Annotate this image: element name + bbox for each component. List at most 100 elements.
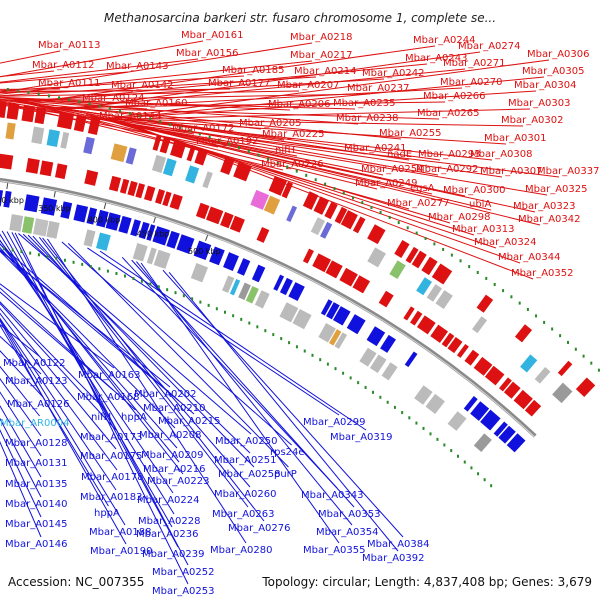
- label-leader-line: [0, 246, 178, 449]
- label-leader-line: [0, 287, 136, 411]
- gc-mark: [551, 327, 554, 331]
- gene-feature: [279, 277, 293, 296]
- gene-feature: [146, 247, 157, 265]
- gene-feature: [83, 136, 95, 155]
- label-leader-line: [0, 301, 106, 411]
- gene-label-reverse: Mbar_AR0004: [0, 418, 69, 429]
- gc-mark: [37, 92, 40, 96]
- gene-feature: [3, 190, 12, 208]
- gc-mark: [463, 460, 466, 464]
- gene-feature: [279, 302, 299, 323]
- label-leader-line: [162, 269, 404, 538]
- gc-mark: [115, 272, 118, 276]
- gene-feature: [5, 122, 16, 140]
- gene-feature: [125, 147, 137, 165]
- gene-feature: [220, 211, 234, 229]
- gene-label-forward: Mbar_A0249: [355, 178, 418, 189]
- gc-mark: [295, 169, 298, 173]
- scale-tick: [53, 191, 56, 198]
- gc-mark: [224, 310, 227, 314]
- gene-label-reverse: Mbar_A0252: [152, 567, 215, 578]
- gc-mark: [238, 146, 241, 150]
- gc-mark: [597, 368, 600, 372]
- gc-mark: [37, 253, 40, 257]
- gene-feature: [403, 306, 415, 321]
- gene-label-forward: Mbar_A0235: [333, 98, 396, 109]
- label-leader-line: [60, 68, 466, 110]
- gene-feature: [503, 381, 521, 399]
- gene-feature: [456, 343, 469, 358]
- gene-feature: [46, 129, 61, 147]
- gene-feature: [312, 253, 332, 273]
- gene-feature: [324, 201, 338, 220]
- gene-feature: [425, 393, 445, 414]
- gene-label-reverse: Mbar_A0253: [152, 586, 215, 597]
- gene-label-forward: Mbar_A0308: [470, 149, 533, 160]
- gene-label-reverse: Mbar_A0384: [367, 539, 430, 550]
- gene-feature: [233, 161, 252, 182]
- label-leader-line: [0, 71, 129, 84]
- gc-mark: [319, 358, 322, 362]
- label-leader-line: [106, 90, 537, 120]
- gc-mark: [443, 443, 446, 447]
- label-leader-line: [87, 247, 340, 416]
- gene-label-forward: Mbar_A0302: [501, 115, 564, 126]
- gc-mark: [47, 94, 50, 98]
- gc-mark: [228, 142, 231, 146]
- gc-mark: [415, 231, 418, 235]
- gene-label-reverse: Mbar_A0128: [5, 438, 68, 449]
- scale-tick-label: 350 kbp: [38, 204, 71, 213]
- label-leader-line: [0, 319, 127, 545]
- gene-feature: [170, 139, 187, 159]
- gene-feature: [135, 183, 146, 199]
- scale-tick-label: 400 kbp: [88, 216, 121, 225]
- gc-mark: [179, 126, 182, 130]
- gene-feature: [138, 221, 150, 240]
- gc-mark: [477, 472, 480, 476]
- gene-label-reverse: Mbar_A0223: [147, 476, 210, 487]
- scale-tick: [205, 234, 209, 241]
- gc-mark: [108, 107, 111, 111]
- gene-feature: [176, 234, 195, 254]
- label-leader-line: [0, 324, 40, 357]
- gc-mark: [559, 334, 562, 338]
- label-leader-line: [121, 256, 338, 489]
- gene-feature: [83, 229, 96, 247]
- label-leader-line: [136, 125, 541, 226]
- gc-mark: [27, 91, 30, 95]
- gene-label-reverse: Mbar_A0140: [5, 499, 68, 510]
- gene-label-forward: Mbar_A0243: [405, 53, 468, 64]
- label-leader-line: [22, 233, 251, 454]
- gene-feature: [193, 240, 212, 261]
- label-leader-line: [0, 324, 109, 507]
- gene-feature: [463, 396, 478, 412]
- gc-mark: [286, 165, 289, 169]
- gc-mark: [370, 205, 373, 209]
- gc-mark: [72, 260, 75, 264]
- gene-feature: [169, 193, 183, 210]
- label-leader-line: [14, 232, 189, 585]
- label-leader-line: [64, 51, 481, 111]
- gene-label-forward: Mbar_A0144: [99, 111, 162, 122]
- gene-feature: [60, 201, 73, 219]
- gene-label-forward: Mbar_A0214: [294, 66, 357, 77]
- gene-feature: [222, 275, 235, 293]
- gc-mark: [256, 325, 259, 329]
- gene-feature: [34, 106, 47, 125]
- gene-feature: [146, 224, 156, 241]
- gene-feature: [251, 264, 266, 283]
- gene-feature: [250, 189, 270, 210]
- gc-mark: [415, 421, 418, 425]
- gene-feature: [380, 334, 396, 353]
- gene-label-reverse: Mbar_A0173: [80, 432, 143, 443]
- gene-feature: [524, 399, 542, 417]
- gene-feature: [447, 411, 467, 431]
- gene-feature: [332, 306, 351, 326]
- gene-feature: [326, 302, 340, 320]
- gc-mark: [81, 262, 84, 266]
- gc-mark: [326, 362, 329, 366]
- gene-feature: [21, 216, 35, 234]
- gene-label-forward: Mbar_A0304: [514, 80, 577, 91]
- gene-feature: [464, 349, 480, 366]
- label-leader-line: [0, 58, 199, 83]
